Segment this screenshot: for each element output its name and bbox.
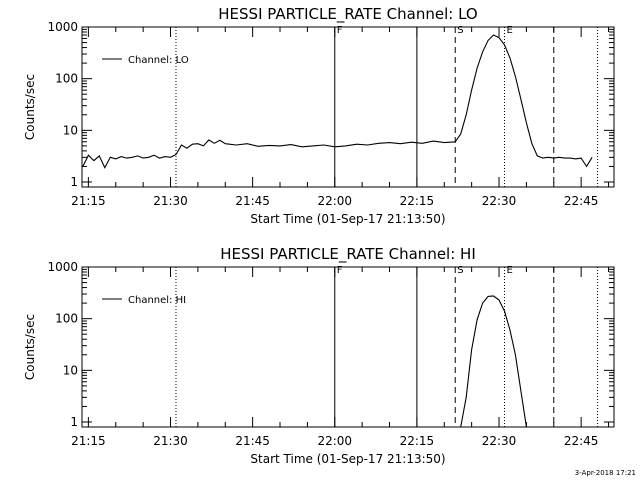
x-tick-label: 22:00 [317,434,352,448]
x-tick-label: 21:30 [153,434,188,448]
y-tick-label: 10 [63,363,78,377]
y-axis-label: Counts/sec [23,74,37,140]
x-axis-label: Start Time (01-Sep-17 21:13:50) [250,452,445,466]
x-tick-label: 21:45 [235,434,270,448]
marker-label: F [337,25,343,36]
plot-frame [81,26,615,188]
x-tick-label: 22:45 [564,194,599,208]
legend-label: Channel: HI [128,295,186,306]
marker-label: F [337,265,343,276]
hi-channel-panel: HESSI PARTICLE_RATE Channel: HI Counts/se… [23,245,615,466]
lo-channel-panel: HESSI PARTICLE_RATE Channel: LO Counts/se… [23,5,615,226]
y-tick-label: 10 [63,123,78,137]
x-tick-label: 21:15 [71,194,106,208]
legend-label: Channel: LO [128,55,189,66]
marker-label: E [506,25,512,36]
x-tick-label: 22:15 [400,434,435,448]
marker-label: E [506,265,512,276]
x-tick-label: 22:30 [482,434,517,448]
y-tick-label: 1000 [47,260,78,274]
x-tick-label: 22:15 [400,194,435,208]
y-tick-label: 100 [55,312,78,326]
chart-title: HESSI PARTICLE_RATE Channel: HI [220,245,476,264]
y-tick-label: 1 [70,415,78,429]
chart-title: HESSI PARTICLE_RATE Channel: LO [218,5,477,24]
marker-label: S [457,25,463,36]
x-tick-label: 22:00 [317,194,352,208]
x-tick-label: 22:45 [564,434,599,448]
plot-frame [81,266,615,428]
y-axis-label: Counts/sec [23,314,37,380]
x-tick-label: 21:15 [71,434,106,448]
x-tick-label: 21:45 [235,194,270,208]
x-tick-label: 22:30 [482,194,517,208]
y-tick-label: 1000 [47,20,78,34]
series-line-0 [82,34,593,169]
y-tick-label: 100 [55,72,78,86]
x-axis-label: Start Time (01-Sep-17 21:13:50) [250,212,445,226]
y-tick-label: 1 [70,175,78,189]
series-line-0 [460,295,527,427]
x-tick-label: 21:30 [153,194,188,208]
marker-label: S [457,265,463,276]
plot-timestamp: 3-Apr-2018 17:21 [575,469,636,477]
